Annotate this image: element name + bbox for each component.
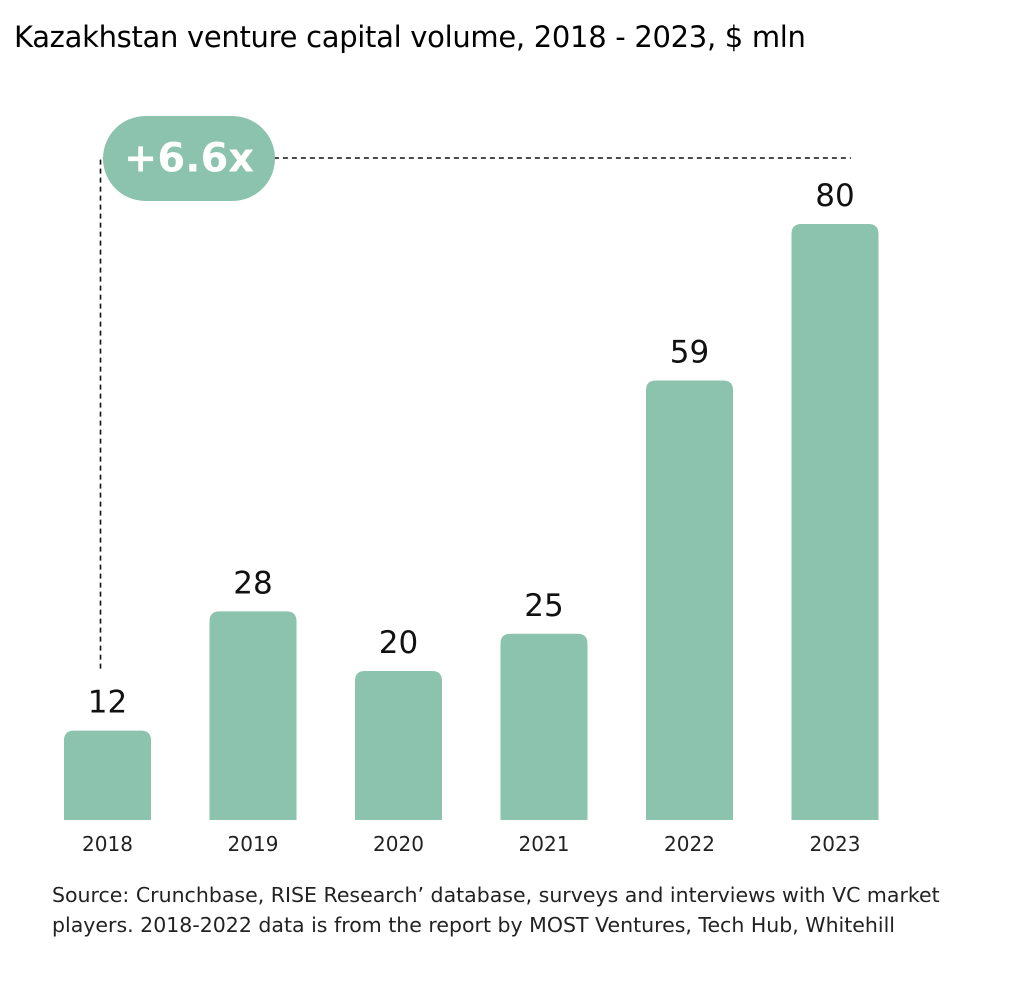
x-axis-tick-labels: 2018 2019 2020 2021 2022 2023 xyxy=(82,832,860,856)
bar-2021 xyxy=(500,633,588,820)
bar-2019 xyxy=(209,611,297,820)
chart-title: Kazakhstan venture capital volume, 2018 … xyxy=(14,20,806,54)
value-label-2020: 20 xyxy=(379,625,418,661)
x-tick-2021: 2021 xyxy=(519,832,570,856)
bar-2020 xyxy=(355,671,442,820)
bars-layer xyxy=(64,224,879,820)
x-tick-2018: 2018 xyxy=(82,832,133,856)
value-label-2022: 59 xyxy=(670,334,709,370)
bar-chart: 12 28 20 25 59 80 2018 2019 2020 2021 2022 2023 +6… xyxy=(64,116,879,856)
x-tick-2020: 2020 xyxy=(373,832,424,856)
value-label-2019: 28 xyxy=(233,565,272,601)
value-label-2018: 12 xyxy=(88,685,127,721)
value-label-2021: 25 xyxy=(524,588,563,624)
growth-badge-text: +6.6x xyxy=(124,136,254,182)
value-labels-layer: 12 28 20 25 59 80 xyxy=(88,178,855,721)
bar-2023 xyxy=(791,224,879,820)
bar-2018 xyxy=(64,730,151,820)
growth-annotation: +6.6x xyxy=(99,116,851,669)
source-note: Source: Crunchbase, RISE Research’ datab… xyxy=(52,883,940,937)
x-tick-2019: 2019 xyxy=(228,832,279,856)
growth-badge xyxy=(103,116,275,201)
x-tick-2023: 2023 xyxy=(810,832,861,856)
x-tick-2022: 2022 xyxy=(664,832,715,856)
bar-2022 xyxy=(646,380,733,820)
growth-dashed-line xyxy=(99,157,851,669)
value-label-2023: 80 xyxy=(815,178,854,214)
